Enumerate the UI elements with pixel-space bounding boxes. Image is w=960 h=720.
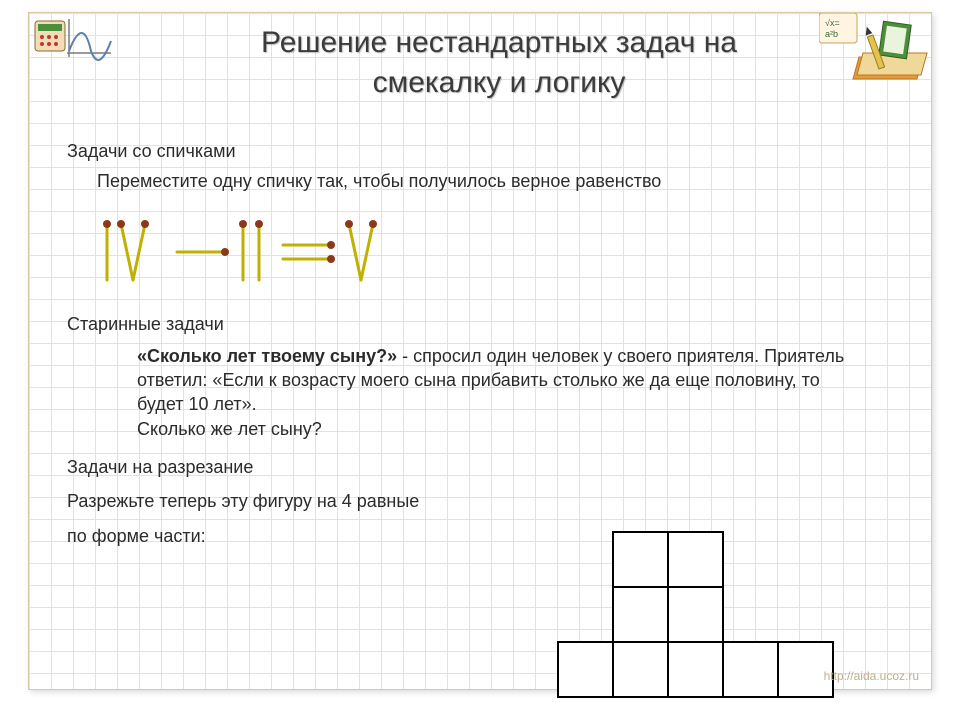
figure-cell xyxy=(667,586,724,643)
figure-cell xyxy=(557,641,614,698)
figure-cell xyxy=(667,531,724,588)
match-equation xyxy=(97,210,927,290)
old-problem-question: «Сколько лет твоему сыну?» xyxy=(137,346,397,366)
title-line-2: смекалку и логику xyxy=(149,63,849,103)
footer-url: http://aida.ucoz.ru xyxy=(824,669,919,683)
matches-instruction: Переместите одну спичку так, чтобы получ… xyxy=(97,169,927,193)
old-problem-text: «Сколько лет твоему сыну?» - спросил оди… xyxy=(137,344,857,441)
slide-body: Задачи со спичками Переместите одну спич… xyxy=(67,133,927,548)
figure-cell xyxy=(612,531,669,588)
slide-frame: √x= a²b Решение нестандартных задач на с… xyxy=(28,12,932,690)
figure-cell xyxy=(722,641,779,698)
figure-cell xyxy=(612,586,669,643)
title-line-1: Решение нестандартных задач на xyxy=(149,23,849,63)
cutting-heading: Задачи на разрезание xyxy=(67,455,927,479)
slide-title: Решение нестандартных задач на смекалку … xyxy=(149,23,849,103)
old-problem-tail: Сколько же лет сыну? xyxy=(137,419,322,439)
cutting-line-2: Разрежьте теперь эту фигуру на 4 равные xyxy=(67,489,927,513)
cutting-figure xyxy=(557,531,837,701)
old-problems-heading: Старинные задачи xyxy=(67,312,927,336)
calculator-graph-icon xyxy=(33,13,113,73)
matches-heading: Задачи со спичками xyxy=(67,139,927,163)
figure-cell xyxy=(612,641,669,698)
match-equation-svg xyxy=(97,210,417,290)
figure-cell xyxy=(667,641,724,698)
